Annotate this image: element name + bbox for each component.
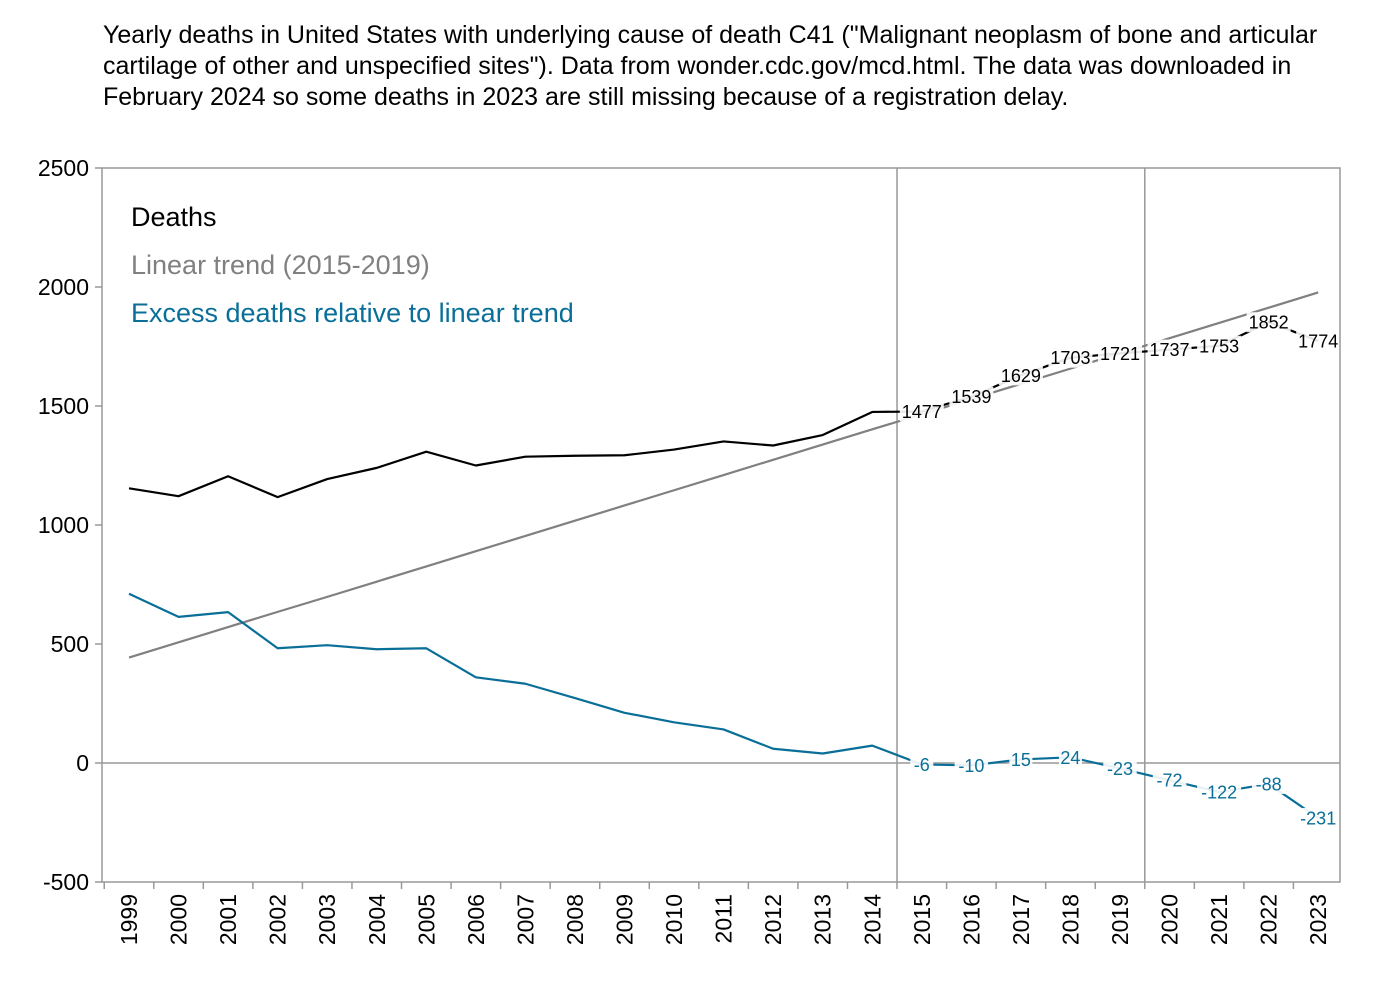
x-tick-label: 2004 (364, 894, 390, 945)
data-label-text: 1852 (1249, 313, 1289, 333)
data-label: 1774 (1296, 330, 1341, 351)
x-tick-label: 2012 (760, 894, 786, 945)
y-tick-label: 2500 (38, 155, 89, 181)
data-label-bg (1048, 347, 1093, 368)
data-label: 1629 (998, 365, 1043, 386)
data-label-bg (998, 365, 1043, 386)
data-label: -88 (1251, 773, 1286, 794)
x-tick-label: 2023 (1305, 894, 1331, 945)
x-tick-label: 2006 (463, 894, 489, 945)
data-label: -6 (910, 754, 934, 775)
data-label-bg (954, 755, 989, 776)
data-label: -72 (1152, 770, 1187, 791)
x-tick-label: 2019 (1107, 894, 1133, 945)
data-label-text: 1753 (1199, 336, 1239, 356)
x-tick-label: 2020 (1157, 894, 1183, 945)
data-label: 24 (1058, 747, 1082, 768)
y-tick-label: 0 (76, 750, 89, 776)
data-label-layer: 1477 1539 1629 1703 1721 1737 1753 1852 1774 -6 -1… (899, 312, 1341, 828)
x-tick-label: 2018 (1057, 894, 1083, 945)
x-tick-label: 2001 (215, 894, 241, 945)
data-label: 1737 (1147, 339, 1192, 360)
data-label: 1703 (1048, 347, 1093, 368)
data-label: 1753 (1197, 335, 1242, 356)
data-label: 1852 (1246, 312, 1291, 333)
y-tick-label: 1000 (38, 512, 89, 538)
data-label-bg (1103, 758, 1137, 779)
legend-entry-linear-trend-2015-2019: Linear trend (2015-2019) (131, 250, 430, 280)
x-tick-label: 1999 (116, 894, 142, 945)
data-label-bg (1251, 773, 1286, 794)
legend-entry-deaths: Deaths (131, 202, 217, 232)
data-label: 1539 (949, 386, 994, 407)
x-tick-label: 2000 (166, 894, 192, 945)
data-label-text: 1737 (1150, 340, 1190, 360)
x-tick-label: 2005 (413, 894, 439, 945)
series-layer (128, 291, 1319, 819)
x-tick-label: 2002 (265, 894, 291, 945)
x-tick-label: 2017 (1008, 894, 1034, 945)
x-tick-label: 2011 (711, 894, 737, 943)
y-tick-label: 1500 (38, 393, 89, 419)
data-label: -23 (1103, 758, 1137, 779)
data-label-bg (1058, 747, 1082, 768)
data-label-bg (910, 754, 934, 775)
data-label-bg (899, 401, 944, 422)
data-label-text: 1477 (902, 402, 942, 422)
data-label-text: -6 (914, 755, 930, 775)
x-tick-label: 2009 (612, 894, 638, 945)
x-tick-label: 2007 (512, 894, 538, 945)
y-tick-label: 500 (51, 631, 89, 657)
data-label-text: 1774 (1298, 331, 1338, 351)
data-label-bg (1098, 343, 1142, 364)
y-tick-label: 2000 (38, 274, 89, 300)
data-label-text: 15 (1011, 750, 1031, 770)
x-tick-label: 2008 (562, 894, 588, 945)
data-label-text: 1629 (1001, 366, 1041, 386)
x-tick-label: 2021 (1206, 894, 1232, 945)
data-label-bg (1246, 312, 1291, 333)
x-tick-label: 2016 (958, 894, 984, 945)
data-label: 15 (1009, 749, 1033, 770)
data-label-text: -10 (958, 756, 984, 776)
x-tick-label: 2013 (810, 894, 836, 945)
data-label-text: 1721 (1100, 344, 1140, 364)
chart-title: Yearly deaths in United States with unde… (103, 21, 1318, 111)
data-label-text: -122 (1201, 783, 1237, 803)
data-label-bg (949, 386, 994, 407)
x-tick-label: 2003 (314, 894, 340, 945)
data-label-text: -231 (1300, 808, 1336, 828)
data-label: 1721 (1098, 343, 1142, 364)
x-tick-label: 2010 (661, 894, 687, 945)
axis-layer: -500 0 500 1000 1500 2000 2500 1999 2000 2001 2002… (38, 155, 1341, 945)
data-label-text: -23 (1107, 759, 1133, 779)
legend-entry-excess-deaths-relative-to-linear-trend: Excess deaths relative to linear trend (131, 298, 574, 328)
data-label-bg (1009, 749, 1033, 770)
data-label: -122 (1197, 782, 1242, 803)
y-tick-label: -500 (43, 869, 89, 895)
x-tick-label: 2015 (909, 894, 935, 945)
legend: Deaths Linear trend (2015-2019) Excess dea… (131, 202, 574, 328)
data-label: -231 (1296, 807, 1341, 828)
data-label-bg (1147, 339, 1192, 360)
x-tick-label: 2022 (1256, 894, 1282, 945)
data-label-text: 1703 (1050, 348, 1090, 368)
data-label-bg (1296, 330, 1341, 351)
data-label-bg (1197, 335, 1242, 356)
data-label-bg (1296, 807, 1341, 828)
data-label-bg (1197, 782, 1242, 803)
data-label-text: 1539 (951, 387, 991, 407)
data-label-text: 24 (1060, 748, 1080, 768)
data-label-text: -88 (1256, 774, 1282, 794)
data-label-bg (1152, 770, 1187, 791)
data-label: -10 (954, 755, 989, 776)
data-label: 1477 (899, 401, 944, 422)
x-tick-label: 2014 (859, 894, 885, 945)
series-line-excess-deaths-relative-to-linear-trend (128, 592, 1319, 819)
data-label-text: -72 (1157, 771, 1183, 791)
